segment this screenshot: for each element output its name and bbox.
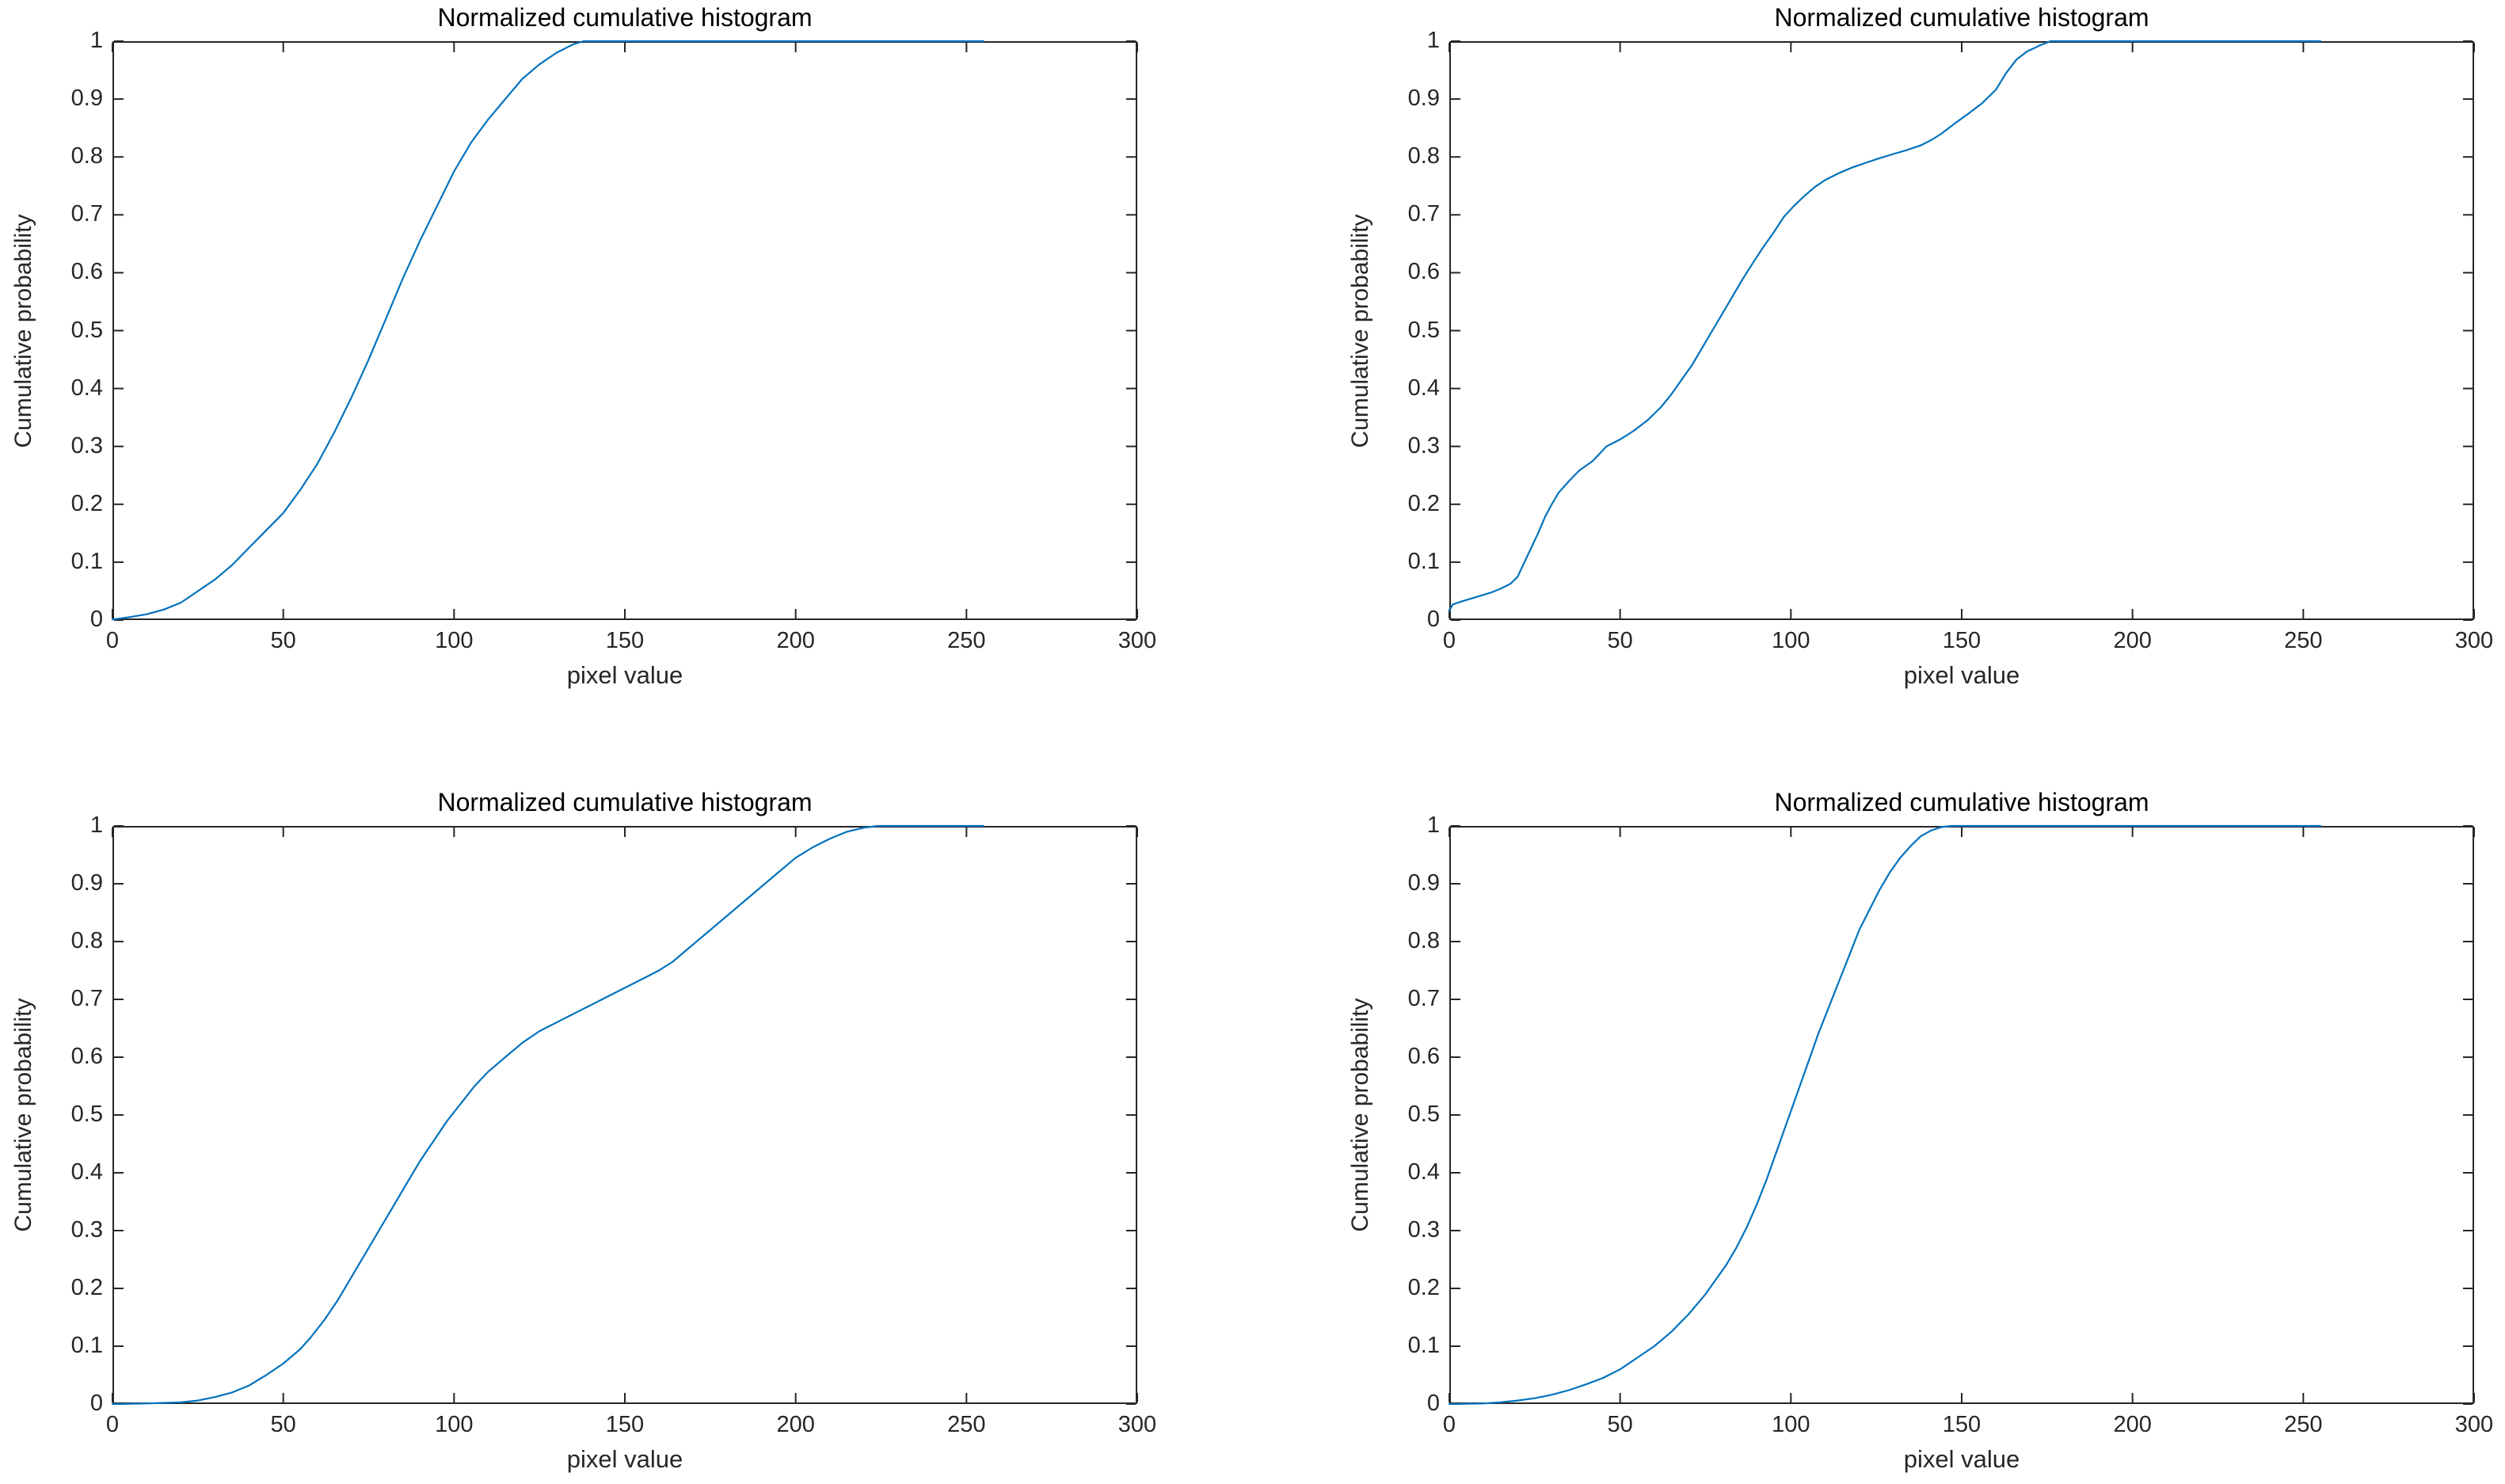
y-tick-label: 0.1 bbox=[1407, 1333, 1440, 1358]
plot-area bbox=[111, 40, 1138, 621]
y-tick-label: 0 bbox=[89, 1391, 103, 1416]
y-tick-label: 0.3 bbox=[1407, 1217, 1440, 1242]
x-tick-label: 250 bbox=[2284, 628, 2323, 653]
cdf-curve bbox=[1448, 824, 2321, 1406]
y-tick-label: 0.6 bbox=[70, 259, 103, 285]
y-tick-label: 0.7 bbox=[70, 201, 103, 227]
y-tick-label: 0.6 bbox=[1407, 1044, 1440, 1069]
y-tick-label: 0.5 bbox=[1407, 1102, 1440, 1127]
y-tick-label: 0.2 bbox=[1407, 1275, 1440, 1300]
plot-area bbox=[1448, 824, 2475, 1406]
x-tick-label: 200 bbox=[776, 1412, 815, 1437]
y-tick-label: 0.4 bbox=[70, 375, 103, 401]
y-tick-label: 0.7 bbox=[70, 986, 103, 1011]
x-tick-label: 100 bbox=[1772, 1412, 1810, 1437]
y-tick-label: 0.6 bbox=[1407, 259, 1440, 285]
y-tick-label: 0.5 bbox=[70, 317, 103, 343]
y-axis-label: Cumulative probability bbox=[1347, 998, 1373, 1232]
x-tick-label: 150 bbox=[605, 1412, 645, 1437]
x-axis-label: pixel value bbox=[566, 661, 683, 689]
y-tick-label: 0.9 bbox=[1407, 86, 1440, 112]
x-tick-label: 100 bbox=[435, 628, 474, 653]
y-tick-label: 0.3 bbox=[1407, 432, 1440, 459]
x-tick-label: 300 bbox=[1117, 628, 1157, 653]
y-tick-label: 0.4 bbox=[70, 1159, 103, 1185]
x-tick-label: 300 bbox=[2454, 628, 2494, 653]
x-tick-label: 0 bbox=[1442, 1412, 1456, 1437]
y-tick-label: 0.2 bbox=[1407, 490, 1440, 516]
x-tick-label: 200 bbox=[776, 628, 815, 653]
y-tick-label: 0.5 bbox=[1407, 317, 1440, 343]
plot-title: Normalized cumulative histogram bbox=[437, 788, 813, 816]
y-tick-label: 0.2 bbox=[70, 490, 103, 516]
y-tick-label: 0 bbox=[1426, 607, 1440, 632]
y-tick-label: 0.8 bbox=[1407, 928, 1440, 953]
plot-area bbox=[1448, 40, 2475, 621]
x-tick-label: 50 bbox=[1607, 628, 1633, 653]
subplot-bottom-left: Normalized cumulative histogram 0 50 100 150… bbox=[10, 788, 1156, 1473]
cdf-curve bbox=[1448, 40, 2321, 612]
y-tick-label: 0.9 bbox=[70, 870, 103, 896]
x-axis-label: pixel value bbox=[566, 1445, 683, 1473]
x-axis-label: pixel value bbox=[1903, 661, 2020, 689]
x-tick-label: 0 bbox=[1442, 628, 1456, 653]
y-tick-label: 0.1 bbox=[70, 1333, 103, 1358]
y-tick-label: 0.8 bbox=[1407, 143, 1440, 169]
y-tick-label: 1 bbox=[89, 28, 103, 53]
x-tick-label: 50 bbox=[1607, 1412, 1633, 1437]
subplot-top-right: Normalized cumulative histogram 0 50 100 150… bbox=[1347, 3, 2493, 689]
y-tick-label: 0 bbox=[1426, 1391, 1440, 1416]
y-tick-label: 1 bbox=[1426, 28, 1440, 53]
y-tick-label: 0.7 bbox=[1407, 201, 1440, 227]
x-tick-label: 50 bbox=[270, 1412, 296, 1437]
y-tick-label: 0.4 bbox=[1407, 375, 1440, 401]
x-tick-label: 300 bbox=[1117, 1412, 1157, 1437]
y-tick-label: 0.8 bbox=[70, 928, 103, 953]
y-tick-label: 0.1 bbox=[70, 548, 103, 574]
y-tick-label: 0.5 bbox=[70, 1102, 103, 1127]
x-tick-label: 150 bbox=[605, 628, 645, 653]
y-tick-label: 0.3 bbox=[70, 432, 103, 459]
y-tick-label: 1 bbox=[1426, 812, 1440, 838]
x-tick-label: 250 bbox=[947, 1412, 986, 1437]
y-tick-label: 0.4 bbox=[1407, 1159, 1440, 1185]
y-tick-label: 1 bbox=[89, 812, 103, 838]
x-tick-label: 250 bbox=[2284, 1412, 2323, 1437]
y-tick-label: 0.2 bbox=[70, 1275, 103, 1300]
y-tick-label: 0 bbox=[89, 607, 103, 632]
y-tick-label: 0.1 bbox=[1407, 548, 1440, 574]
y-tick-label: 0.6 bbox=[70, 1044, 103, 1069]
cdf-curve bbox=[111, 824, 984, 1406]
x-tick-label: 250 bbox=[947, 628, 986, 653]
subplot-bottom-right: Normalized cumulative histogram 0 50 100 150… bbox=[1347, 788, 2493, 1473]
x-tick-label: 300 bbox=[2454, 1412, 2494, 1437]
x-tick-label: 200 bbox=[2113, 1412, 2152, 1437]
y-tick-label: 0.7 bbox=[1407, 986, 1440, 1011]
x-tick-label: 150 bbox=[1942, 628, 1982, 653]
x-tick-label: 50 bbox=[270, 628, 296, 653]
y-axis-label: Cumulative probability bbox=[1347, 213, 1373, 448]
y-axis-label: Cumulative probability bbox=[10, 213, 36, 448]
cdf-curve bbox=[111, 40, 984, 621]
plot-area bbox=[111, 824, 1138, 1406]
plot-title: Normalized cumulative histogram bbox=[1774, 788, 2149, 816]
plot-title: Normalized cumulative histogram bbox=[1774, 3, 2149, 32]
x-tick-label: 0 bbox=[105, 1412, 120, 1437]
y-tick-label: 0.8 bbox=[70, 143, 103, 169]
x-tick-label: 0 bbox=[105, 628, 120, 653]
x-axis-label: pixel value bbox=[1903, 1445, 2020, 1473]
y-axis-label: Cumulative probability bbox=[10, 998, 36, 1232]
y-tick-label: 0.3 bbox=[70, 1217, 103, 1242]
subplot-top-left: Normalized cumulative histogram 0 50 100 150… bbox=[10, 3, 1156, 689]
plot-title: Normalized cumulative histogram bbox=[437, 3, 813, 32]
x-tick-label: 100 bbox=[435, 1412, 474, 1437]
x-tick-label: 200 bbox=[2113, 628, 2152, 653]
x-tick-label: 150 bbox=[1942, 1412, 1982, 1437]
y-tick-label: 0.9 bbox=[70, 86, 103, 112]
y-tick-label: 0.9 bbox=[1407, 870, 1440, 896]
x-tick-label: 100 bbox=[1772, 628, 1810, 653]
